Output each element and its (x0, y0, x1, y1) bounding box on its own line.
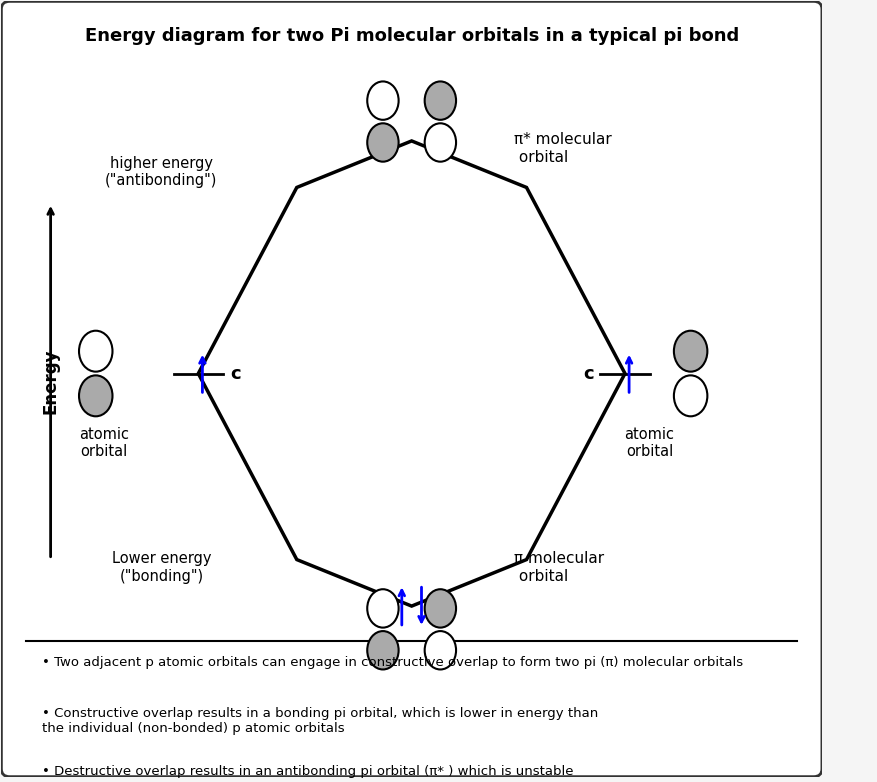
Ellipse shape (424, 81, 455, 120)
Ellipse shape (424, 631, 455, 669)
Text: Energy: Energy (41, 349, 60, 414)
Ellipse shape (79, 375, 112, 416)
Ellipse shape (674, 331, 707, 371)
Text: π* molecular
 orbital: π* molecular orbital (514, 132, 611, 165)
Ellipse shape (367, 81, 398, 120)
Ellipse shape (424, 124, 455, 162)
Ellipse shape (674, 375, 707, 416)
Text: • Constructive overlap results in a bonding pi orbital, which is lower in energy: • Constructive overlap results in a bond… (42, 707, 598, 735)
Text: Energy diagram for two Pi molecular orbitals in a typical pi bond: Energy diagram for two Pi molecular orbi… (84, 27, 738, 45)
Text: atomic
orbital: atomic orbital (79, 427, 129, 460)
Text: π molecular
 orbital: π molecular orbital (514, 551, 603, 583)
Ellipse shape (367, 631, 398, 669)
Text: • Destructive overlap results in an antibonding pi orbital (π* ) which is unstab: • Destructive overlap results in an anti… (42, 765, 574, 778)
Text: higher energy
("antibonding"): higher energy ("antibonding") (105, 156, 217, 188)
Text: c: c (582, 364, 593, 382)
Text: • Two adjacent p atomic orbitals can engage in constructive overlap to form two : • Two adjacent p atomic orbitals can eng… (42, 656, 743, 669)
Text: atomic
orbital: atomic orbital (624, 427, 674, 460)
Text: Lower energy
("bonding"): Lower energy ("bonding") (111, 551, 210, 583)
Ellipse shape (424, 589, 455, 628)
Text: c: c (230, 364, 240, 382)
Ellipse shape (367, 124, 398, 162)
Ellipse shape (367, 589, 398, 628)
Ellipse shape (79, 331, 112, 371)
FancyBboxPatch shape (2, 2, 821, 777)
